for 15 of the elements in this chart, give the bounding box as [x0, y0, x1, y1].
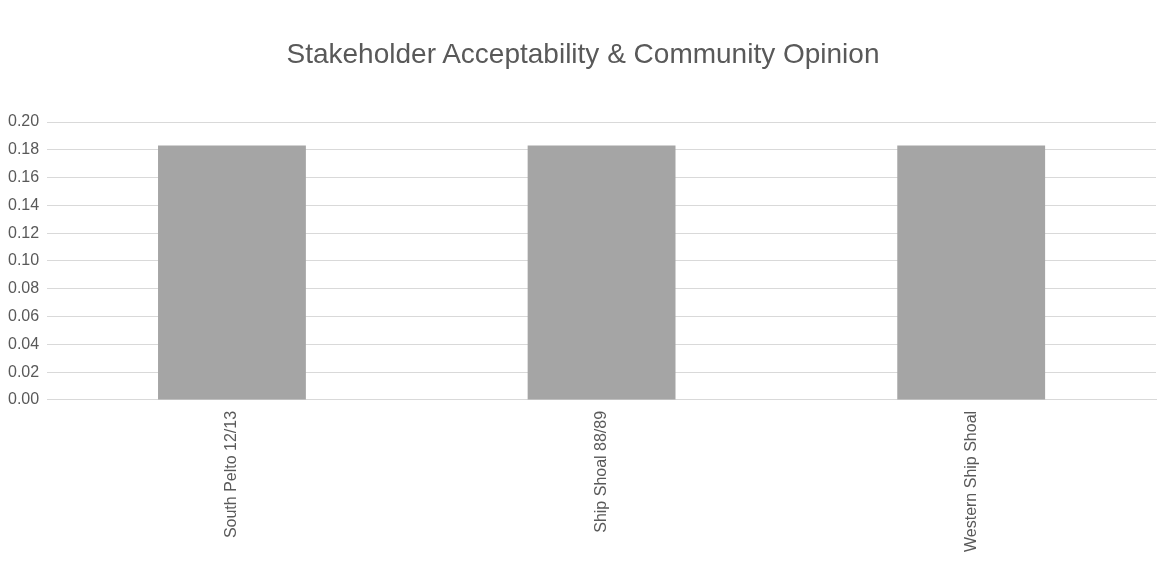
y-tick-label: 0.08: [8, 279, 40, 297]
y-tick-label: 0.02: [8, 362, 40, 380]
y-tick-label: 0.06: [8, 306, 40, 324]
x-tick-label: Ship Shoal 88/89: [591, 410, 609, 533]
y-tick-label: 0.16: [8, 167, 40, 185]
x-tick-label: South Pelto 12/13: [222, 410, 240, 539]
chart-title: Stakeholder Acceptability & Community Opinion: [285, 38, 881, 70]
y-tick-label: 0.10: [8, 251, 40, 269]
y-tick-label: 0.00: [8, 390, 40, 408]
y-tick-label: 0.12: [8, 223, 40, 241]
y-tick-label: 0.20: [8, 112, 40, 130]
y-tick-label: 0.04: [8, 334, 40, 352]
y-tick-label: 0.18: [8, 140, 40, 158]
y-tick-label: 0.14: [8, 195, 40, 213]
x-tick-label: Western Ship Shoal: [961, 410, 979, 553]
